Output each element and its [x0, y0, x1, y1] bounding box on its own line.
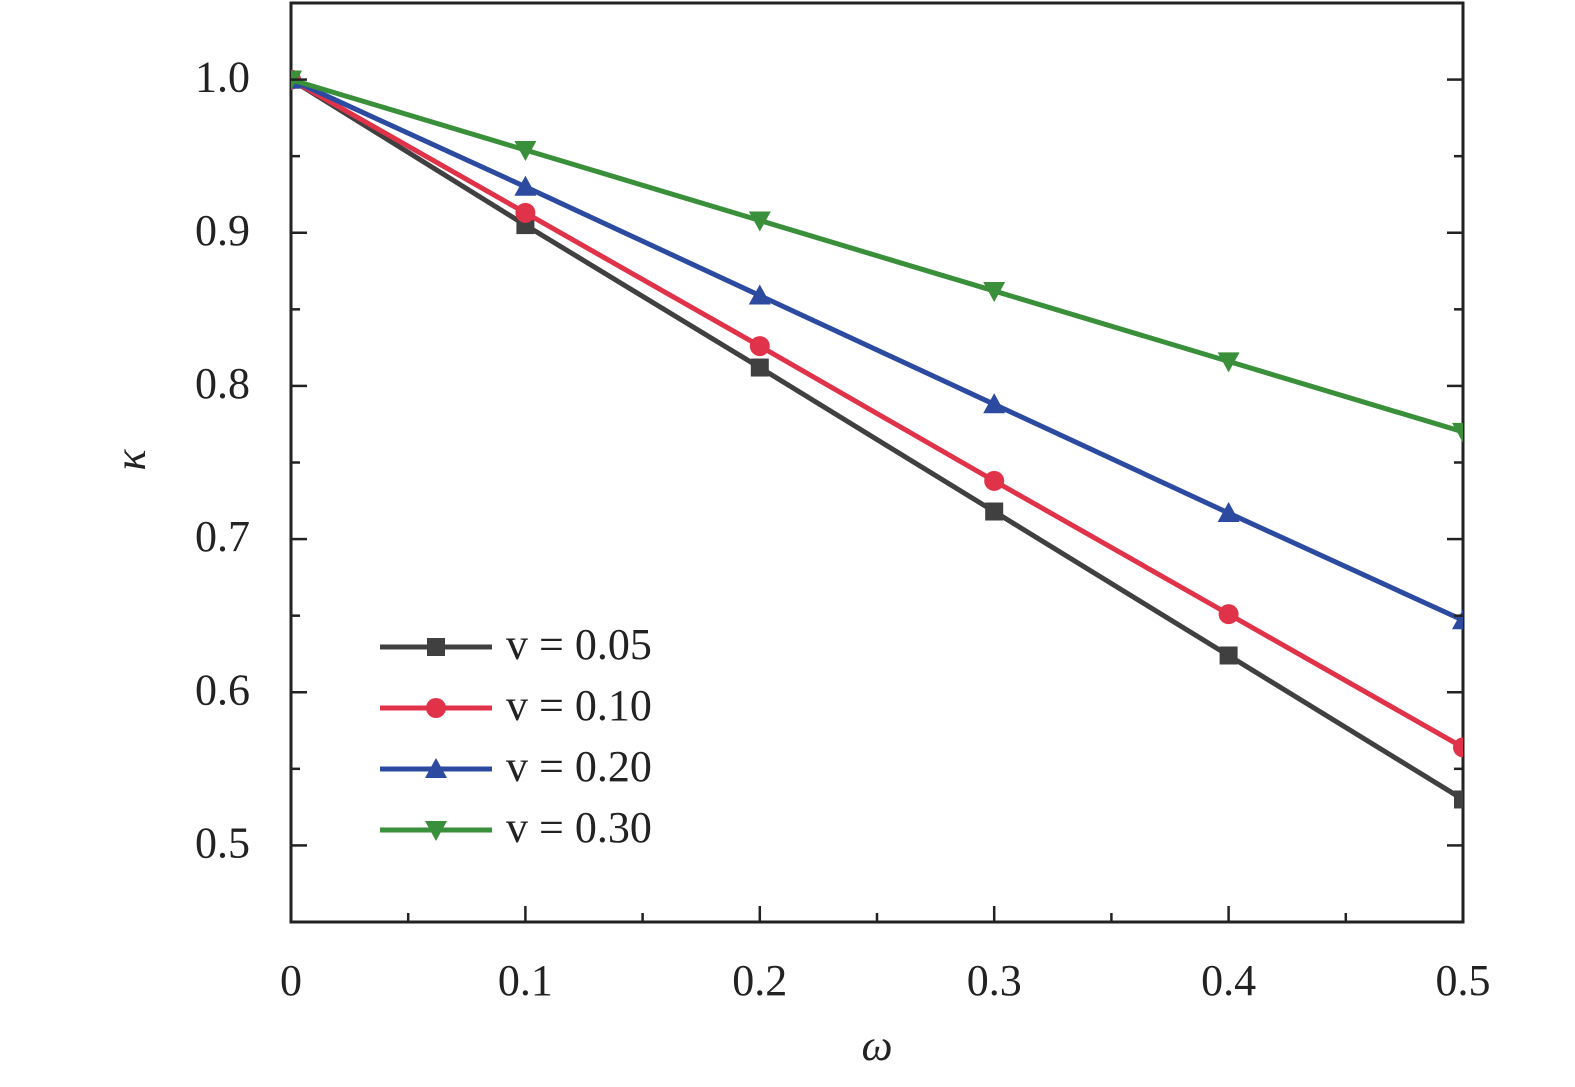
x-tick-label: 0.1: [498, 956, 553, 1005]
legend-label: v = 0.30: [506, 803, 652, 852]
marker: [1454, 790, 1463, 809]
x-tick-label: 0: [280, 956, 302, 1005]
x-tick-label: 0.5: [1436, 956, 1491, 1005]
legend-marker: [427, 638, 445, 656]
marker: [514, 175, 537, 196]
marker: [1452, 609, 1463, 630]
marker: [1217, 502, 1240, 523]
x-tick-label: 0.2: [732, 956, 787, 1005]
marker: [1218, 604, 1239, 625]
y-tick-label: 0.6: [195, 665, 250, 714]
x-tick-label: 0.4: [1201, 956, 1256, 1005]
y-tick-label: 0.9: [195, 206, 250, 255]
legend-label: v = 0.20: [506, 742, 652, 791]
marker: [1452, 422, 1463, 443]
marker: [983, 281, 1006, 302]
y-tick-label: 0.5: [195, 819, 250, 868]
marker: [1217, 352, 1240, 373]
legend-label: v = 0.05: [506, 620, 652, 669]
series-line: [291, 77, 1463, 802]
marker: [514, 141, 537, 162]
legend-marker: [425, 758, 447, 778]
marker: [515, 202, 536, 223]
marker: [985, 502, 1004, 521]
plot-frame: [289, 1, 1465, 924]
series-line: [291, 77, 1463, 623]
marker: [749, 336, 770, 357]
series-line: [291, 77, 1463, 435]
y-tick-label: 0.7: [195, 512, 250, 561]
y-tick-label: 0.8: [195, 359, 250, 408]
marker: [748, 284, 771, 305]
marker: [750, 358, 769, 377]
legend-label: v = 0.10: [506, 681, 652, 730]
marker: [748, 211, 771, 232]
marker: [1453, 737, 1463, 758]
marker: [983, 393, 1006, 414]
legend-marker: [425, 821, 447, 841]
plot-area: [291, 68, 1463, 809]
y-axis-label: κ: [106, 449, 155, 471]
marker: [984, 470, 1005, 491]
series-line: [291, 77, 1463, 750]
y-tick-label: 1.0: [195, 53, 250, 102]
marker: [1219, 646, 1238, 665]
x-axis-label: ω: [861, 1021, 892, 1070]
legend-marker: [426, 698, 446, 718]
x-tick-label: 0.3: [967, 956, 1022, 1005]
